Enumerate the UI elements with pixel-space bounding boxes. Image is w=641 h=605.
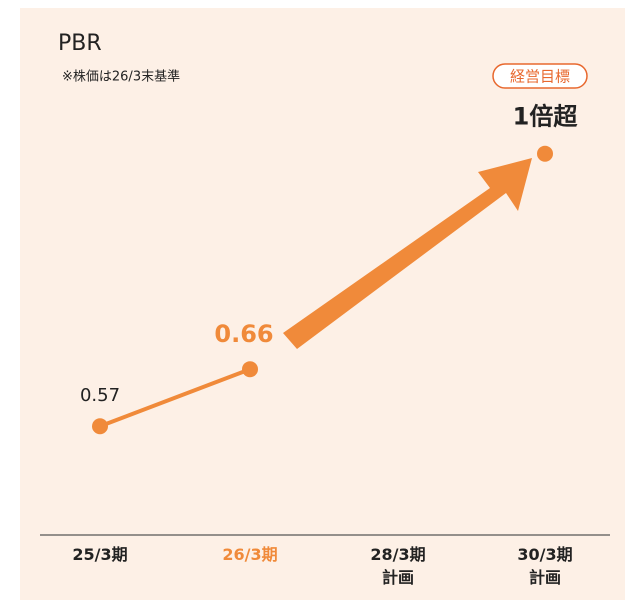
x-tick-label: 25/3期	[72, 545, 127, 564]
x-tick-label-line: 25/3期	[72, 545, 127, 564]
x-tick-label-line: 26/3期	[222, 545, 277, 564]
x-tick-label: 30/3期計画	[517, 545, 572, 587]
chart-title: PBR	[58, 31, 102, 56]
x-tick-label: 26/3期	[222, 545, 277, 564]
panel	[20, 8, 625, 600]
value-label: 0.57	[80, 385, 120, 406]
x-tick-label-line: 計画	[382, 568, 414, 587]
point	[537, 145, 553, 162]
x-tick-label: 28/3期計画	[370, 545, 425, 587]
subtitle: ※株価は26/3末基準	[62, 69, 180, 85]
value-label: 0.66	[214, 320, 273, 348]
annotation-pill	[492, 63, 588, 89]
x-tick-label-line: 計画	[529, 568, 561, 587]
annotation: 経営目標	[510, 68, 570, 86]
line	[99, 367, 251, 429]
value-label: 1倍超	[513, 103, 579, 131]
x-tick-label-line: 30/3期	[517, 545, 572, 564]
x-tick-label-line: 28/3期	[370, 545, 425, 564]
point	[242, 361, 258, 378]
target-arrow	[283, 158, 532, 349]
point	[92, 418, 108, 435]
